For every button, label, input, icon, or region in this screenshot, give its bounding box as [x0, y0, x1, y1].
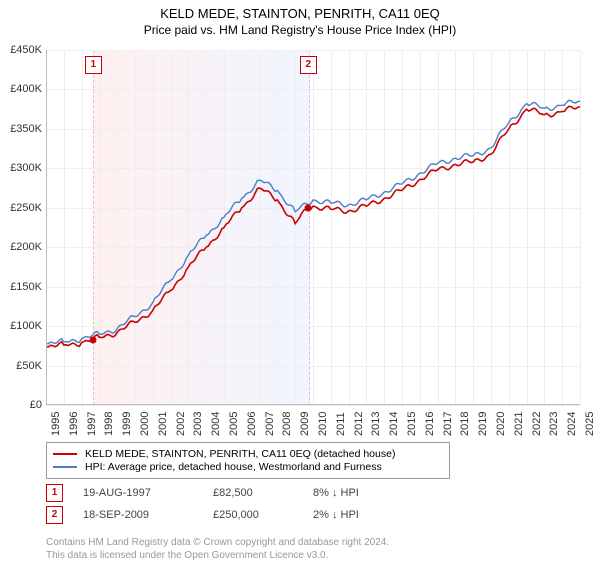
legend-item: HPI: Average price, detached house, West…: [53, 461, 443, 473]
chart-title: KELD MEDE, STAINTON, PENRITH, CA11 0EQ: [0, 6, 600, 21]
x-tick-label: 2010: [317, 412, 329, 436]
event-price: £82,500: [213, 487, 313, 499]
x-tick-label: 2008: [281, 412, 293, 436]
series-line: [46, 100, 580, 343]
x-tick-label: 1998: [103, 412, 115, 436]
x-tick-label: 2024: [566, 412, 578, 436]
chart-subtitle: Price paid vs. HM Land Registry's House …: [0, 23, 600, 37]
x-tick-label: 2001: [157, 412, 169, 436]
footer-line: This data is licensed under the Open Gov…: [46, 549, 389, 562]
event-delta: 2% ↓ HPI: [313, 509, 413, 521]
y-tick-label: £150K: [2, 281, 42, 293]
event-row: 2 18-SEP-2009 £250,000 2% ↓ HPI: [46, 506, 413, 524]
x-tick-label: 2006: [246, 412, 258, 436]
event-price: £250,000: [213, 509, 313, 521]
sale-point-icon: [89, 336, 96, 343]
x-tick-label: 2009: [299, 412, 311, 436]
y-tick-label: £200K: [2, 241, 42, 253]
chart-lines: [46, 50, 580, 405]
legend-item: KELD MEDE, STAINTON, PENRITH, CA11 0EQ (…: [53, 448, 443, 460]
event-date: 18-SEP-2009: [83, 509, 213, 521]
y-tick-label: £400K: [2, 83, 42, 95]
x-tick-label: 2019: [477, 412, 489, 436]
x-tick-label: 2023: [548, 412, 560, 436]
y-tick-label: £0: [2, 399, 42, 411]
legend-label: KELD MEDE, STAINTON, PENRITH, CA11 0EQ (…: [85, 448, 395, 460]
x-tick-label: 1995: [50, 412, 62, 436]
x-tick-label: 2002: [175, 412, 187, 436]
x-tick-label: 2015: [406, 412, 418, 436]
footer-line: Contains HM Land Registry data © Crown c…: [46, 536, 389, 549]
event-delta: 8% ↓ HPI: [313, 487, 413, 499]
x-tick-label: 2012: [353, 412, 365, 436]
x-tick-label: 2004: [210, 412, 222, 436]
event-row: 1 19-AUG-1997 £82,500 8% ↓ HPI: [46, 484, 413, 502]
series-line: [46, 106, 580, 347]
sale-marker-icon: 2: [300, 56, 317, 74]
y-tick-label: £100K: [2, 320, 42, 332]
x-tick-label: 2016: [424, 412, 436, 436]
x-tick-label: 2018: [459, 412, 471, 436]
legend-box: KELD MEDE, STAINTON, PENRITH, CA11 0EQ (…: [46, 442, 450, 479]
x-tick-label: 2021: [513, 412, 525, 436]
sale-marker-icon: 1: [85, 56, 102, 74]
event-date: 19-AUG-1997: [83, 487, 213, 499]
x-tick-label: 2013: [370, 412, 382, 436]
x-tick-label: 2014: [388, 412, 400, 436]
event-marker-icon: 2: [46, 506, 63, 524]
x-tick-label: 2000: [139, 412, 151, 436]
y-tick-label: £350K: [2, 123, 42, 135]
legend-swatch: [53, 466, 77, 468]
x-tick-label: 2011: [335, 412, 347, 436]
x-tick-label: 1997: [86, 412, 98, 436]
y-tick-label: £300K: [2, 162, 42, 174]
x-tick-label: 1996: [68, 412, 80, 436]
legend-label: HPI: Average price, detached house, West…: [85, 461, 382, 473]
x-tick-label: 2022: [531, 412, 543, 436]
x-tick-label: 1999: [121, 412, 133, 436]
x-tick-label: 2017: [442, 412, 454, 436]
x-tick-label: 2025: [584, 412, 596, 436]
x-tick-label: 2005: [228, 412, 240, 436]
footer-attribution: Contains HM Land Registry data © Crown c…: [46, 536, 389, 562]
x-tick-label: 2007: [264, 412, 276, 436]
y-tick-label: £50K: [2, 360, 42, 372]
legend-swatch: [53, 453, 77, 455]
y-tick-label: £250K: [2, 202, 42, 214]
sale-point-icon: [304, 204, 311, 211]
event-marker-icon: 1: [46, 484, 63, 502]
y-tick-label: £450K: [2, 44, 42, 56]
plot-area: 12: [46, 50, 580, 405]
chart-container: KELD MEDE, STAINTON, PENRITH, CA11 0EQ P…: [0, 6, 600, 566]
x-tick-label: 2020: [495, 412, 507, 436]
x-tick-label: 2003: [192, 412, 204, 436]
